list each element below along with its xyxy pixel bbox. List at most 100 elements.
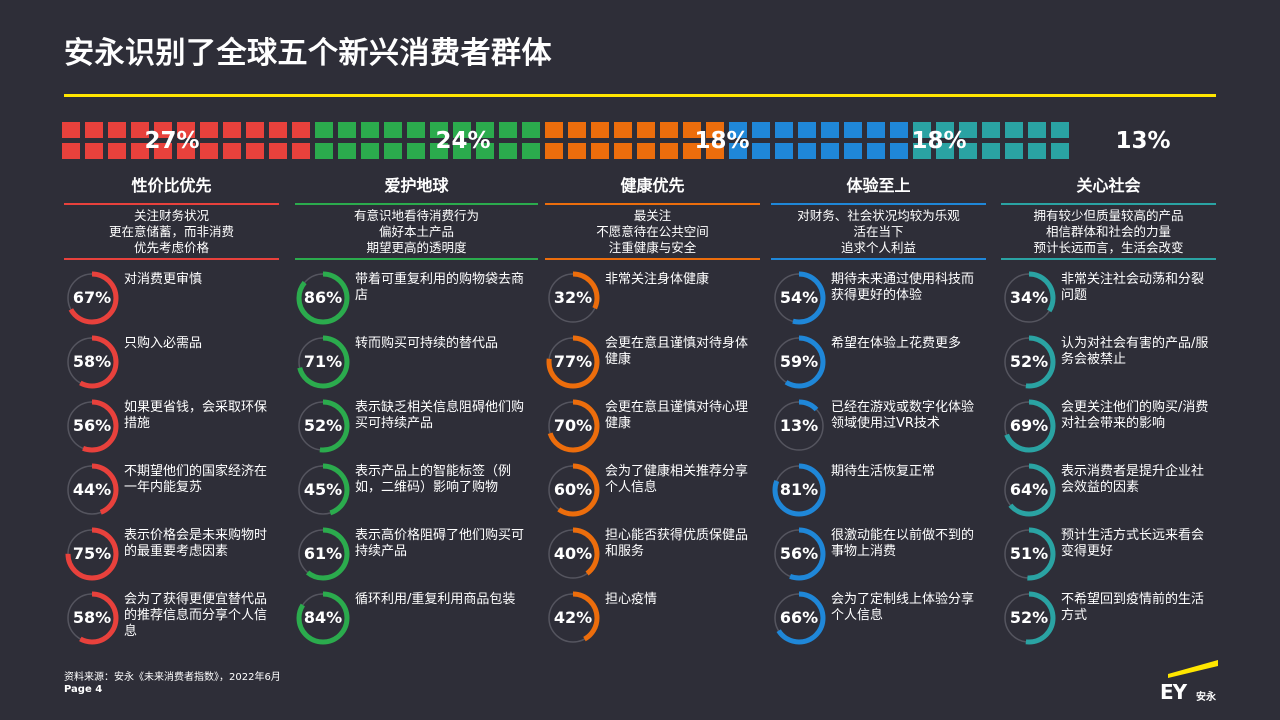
share-square bbox=[476, 143, 494, 159]
share-square bbox=[545, 143, 563, 159]
stat-text: 对消费更审慎 bbox=[124, 272, 203, 287]
share-square bbox=[154, 122, 172, 138]
donut-arc bbox=[546, 463, 600, 517]
share-square bbox=[62, 122, 80, 138]
stat-donut bbox=[546, 335, 600, 389]
share-square bbox=[338, 122, 356, 138]
stat-text: 表示消费者是提升企业社会效益的因素 bbox=[1061, 464, 1205, 495]
stat-item: 61% 表示高价格阻碍了他们购买可持续产品 bbox=[295, 526, 538, 586]
share-square bbox=[85, 122, 103, 138]
share-square bbox=[867, 143, 885, 159]
segment-description: 最关注 不愿意待在公共空间 注重健康与安全 bbox=[596, 208, 709, 255]
stat-percent: 52% bbox=[303, 416, 343, 435]
stat-donut bbox=[772, 271, 826, 325]
share-square bbox=[154, 143, 172, 159]
share-square bbox=[361, 143, 379, 159]
stat-item: 42% 担心疫情 bbox=[545, 590, 760, 650]
share-square bbox=[223, 143, 241, 159]
segment-share-label: 27% bbox=[144, 128, 200, 154]
share-square bbox=[614, 122, 632, 138]
segment-divider bbox=[295, 203, 538, 205]
share-square bbox=[568, 122, 586, 138]
stat-percent: 71% bbox=[303, 352, 343, 371]
stat-donut bbox=[296, 463, 350, 517]
stat-percent: 58% bbox=[72, 608, 112, 627]
donut-arc bbox=[296, 591, 350, 645]
donut-arc bbox=[296, 335, 350, 389]
stat-text: 非常关注社会动荡和分裂问题 bbox=[1061, 272, 1205, 303]
share-square bbox=[246, 122, 264, 138]
segment-share-label: 18% bbox=[911, 128, 967, 154]
stat-percent: 58% bbox=[72, 352, 112, 371]
share-square bbox=[913, 122, 931, 138]
stat-percent: 40% bbox=[553, 544, 593, 563]
donut-arc bbox=[65, 335, 119, 389]
stat-percent: 59% bbox=[779, 352, 819, 371]
stat-donut bbox=[296, 591, 350, 645]
stat-donut bbox=[1002, 591, 1056, 645]
segment-description: 拥有较少但质量较高的产品 相信群体和社会的力量 预计长远而言，生活会改变 bbox=[1033, 208, 1184, 255]
stat-item: 58% 只购入必需品 bbox=[64, 334, 279, 394]
stat-text: 很激动能在以前做不到的事物上消费 bbox=[831, 528, 975, 559]
share-square bbox=[637, 143, 655, 159]
stat-donut bbox=[546, 271, 600, 325]
donut-arc bbox=[1002, 271, 1056, 325]
stat-percent: 32% bbox=[553, 288, 593, 307]
stat-percent: 52% bbox=[1009, 608, 1049, 627]
stat-text: 转而购买可持续的替代品 bbox=[355, 336, 499, 351]
share-square bbox=[545, 122, 563, 138]
page-title: 安永识别了全球五个新兴消费者群体 bbox=[64, 36, 552, 71]
share-square bbox=[499, 143, 517, 159]
stat-text: 不希望回到疫情前的生活方式 bbox=[1061, 592, 1205, 623]
share-square bbox=[1005, 143, 1023, 159]
share-square bbox=[361, 122, 379, 138]
stat-donut bbox=[546, 399, 600, 453]
donut-arc bbox=[65, 591, 119, 645]
stat-donut bbox=[772, 399, 826, 453]
donut-arc bbox=[65, 271, 119, 325]
donut-arc bbox=[1002, 463, 1056, 517]
stat-item: 56% 如果更省钱，会采取环保措施 bbox=[64, 398, 279, 458]
share-square bbox=[200, 143, 218, 159]
stat-text: 如果更省钱，会采取环保措施 bbox=[124, 400, 268, 431]
stat-donut bbox=[546, 527, 600, 581]
segment-share-bar bbox=[62, 122, 1198, 162]
stat-item: 75% 表示价格会是未来购物时的最重要考虑因素 bbox=[64, 526, 279, 586]
share-square bbox=[108, 122, 126, 138]
share-square bbox=[614, 143, 632, 159]
stat-donut bbox=[1002, 527, 1056, 581]
stat-item: 32% 非常关注身体健康 bbox=[545, 270, 760, 330]
donut-arc bbox=[772, 591, 826, 645]
share-square bbox=[315, 122, 333, 138]
stat-text: 会为了健康相关推荐分享个人信息 bbox=[605, 464, 749, 495]
stat-text: 会为了获得更便宜替代品的推荐信息而分享个人信息 bbox=[124, 592, 268, 639]
donut-arc bbox=[1002, 399, 1056, 453]
stat-donut bbox=[772, 591, 826, 645]
stat-item: 69% 会更关注他们的购买/消费对社会带来的影响 bbox=[1001, 398, 1216, 458]
share-square bbox=[315, 143, 333, 159]
stat-donut bbox=[546, 591, 600, 645]
share-square bbox=[591, 122, 609, 138]
stat-text: 预计生活方式长远来看会变得更好 bbox=[1061, 528, 1205, 559]
stat-donut bbox=[1002, 463, 1056, 517]
share-square bbox=[683, 122, 701, 138]
stat-donut bbox=[296, 271, 350, 325]
donut-arc bbox=[546, 271, 600, 325]
share-square bbox=[959, 122, 977, 138]
stat-text: 会更在意且谨慎对待身体健康 bbox=[605, 336, 749, 367]
donut-arc bbox=[772, 463, 826, 517]
stat-percent: 77% bbox=[553, 352, 593, 371]
stat-donut bbox=[1002, 271, 1056, 325]
donut-arc bbox=[772, 527, 826, 581]
stat-donut bbox=[65, 399, 119, 453]
share-square bbox=[476, 122, 494, 138]
stat-text: 担心能否获得优质保健品和服务 bbox=[605, 528, 749, 559]
stat-text: 会更在意且谨慎对待心理健康 bbox=[605, 400, 749, 431]
share-square bbox=[223, 122, 241, 138]
share-square bbox=[1028, 122, 1046, 138]
share-square bbox=[568, 143, 586, 159]
stat-item: 54% 期待未来通过使用科技而获得更好的体验 bbox=[771, 270, 986, 330]
share-square bbox=[1051, 122, 1069, 138]
share-square bbox=[798, 143, 816, 159]
share-square bbox=[131, 122, 149, 138]
